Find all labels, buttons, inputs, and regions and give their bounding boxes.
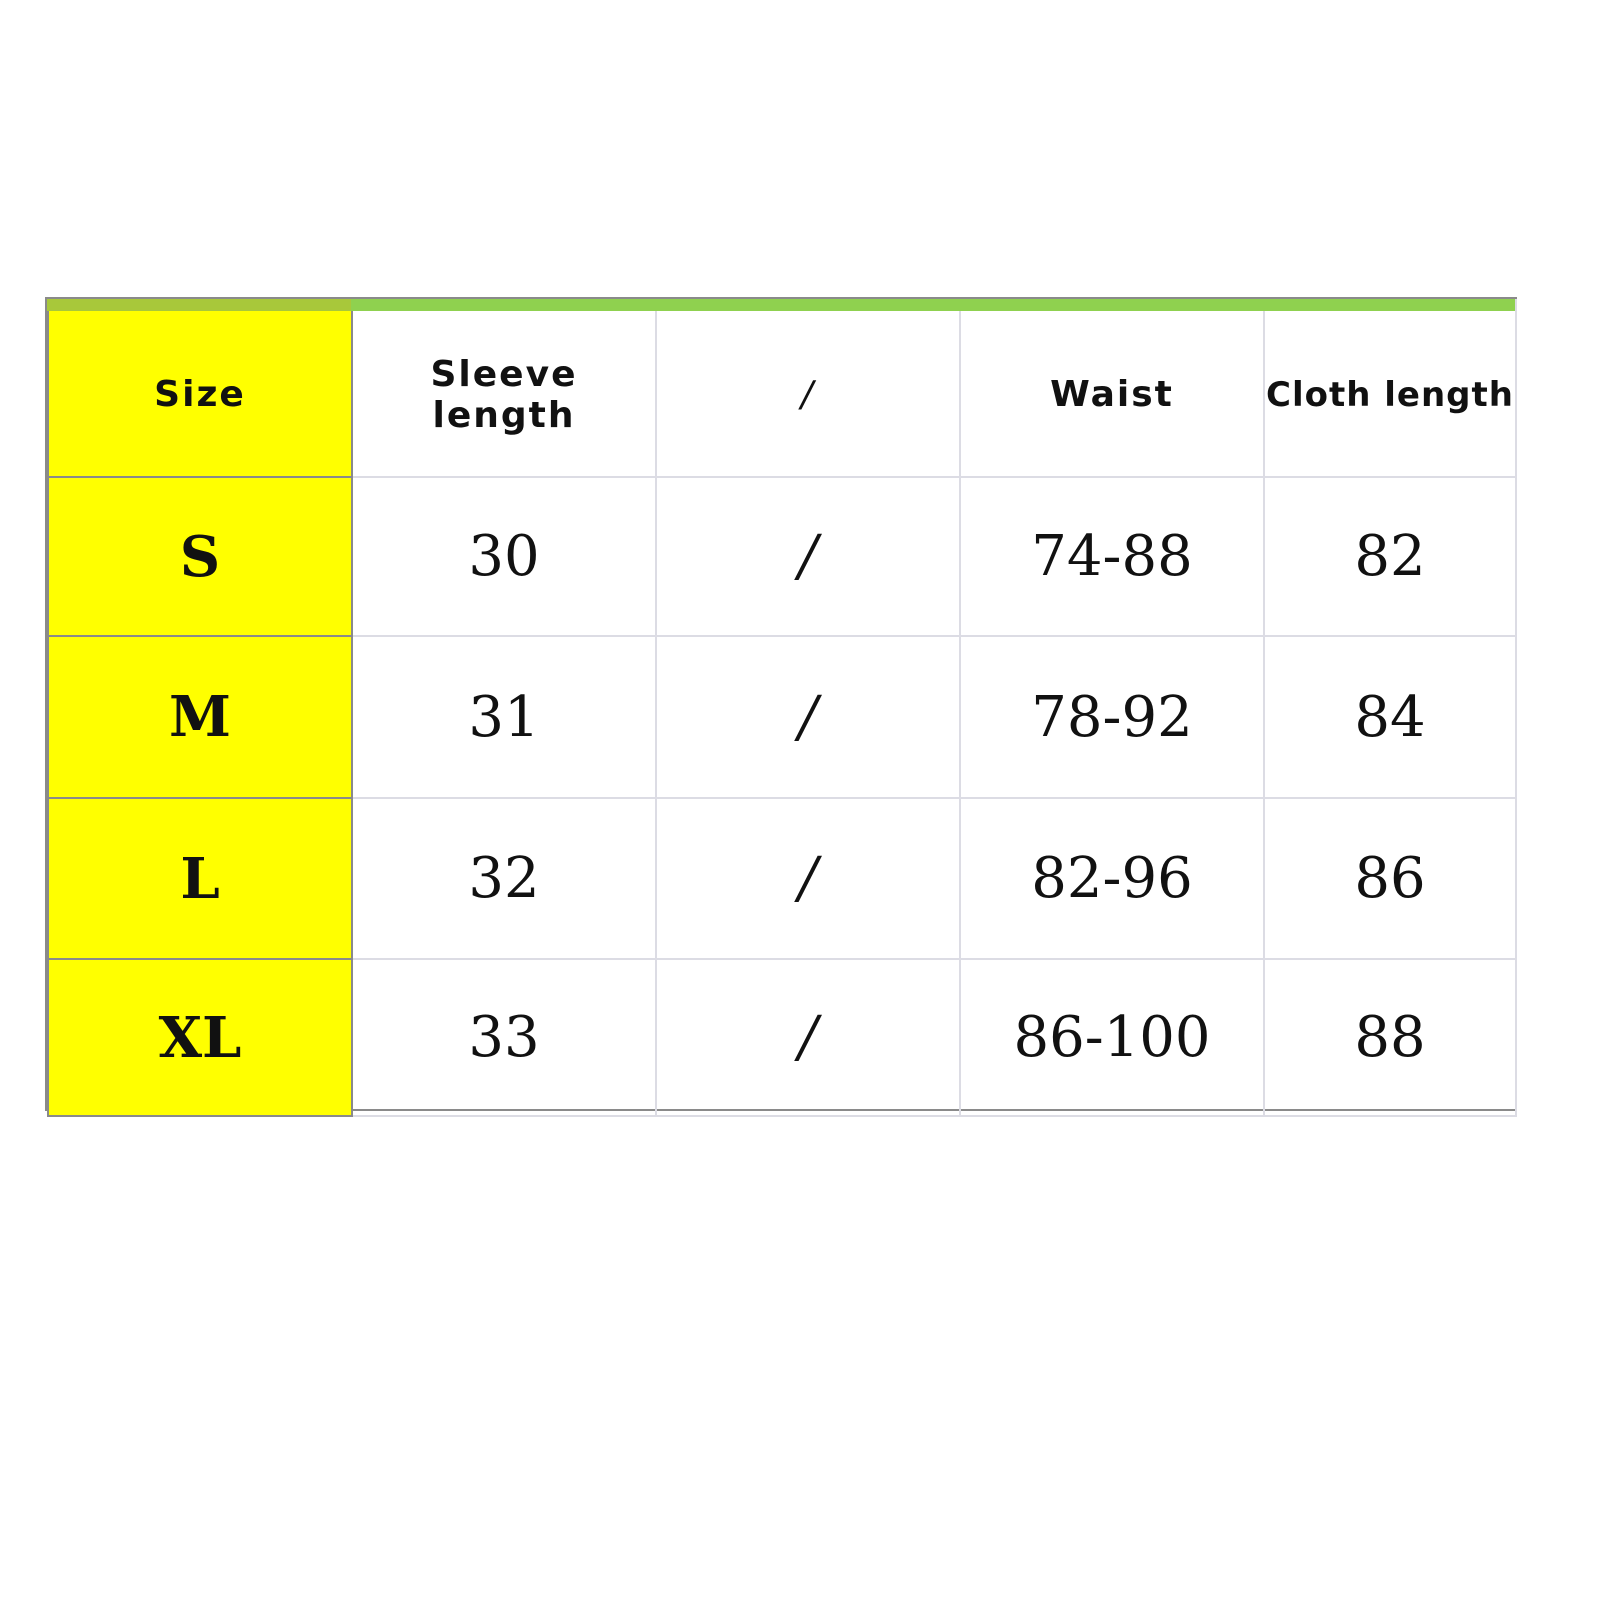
cloth-length-cell: 82 [1263,476,1517,637]
table-row: XL 33 / 86-100 88 [47,958,1517,1117]
header-sleeve-length: Sleeve length [351,299,657,478]
slash-cell: / [655,635,961,799]
slash-cell: / [655,797,961,960]
header-waist: Waist [959,299,1265,478]
slash-cell: / [655,476,961,637]
sleeve-cell: 31 [351,635,657,799]
header-accent-bar [351,299,1515,311]
header-cloth-length: Cloth length [1263,299,1517,478]
size-chart-table: Size Sleeve length / Waist Cloth length … [45,297,1517,1117]
header-accent-bar-left [47,299,351,311]
cloth-length-cell: 88 [1263,958,1517,1117]
size-table: Size Sleeve length / Waist Cloth length … [47,299,1517,1117]
size-cell: L [47,797,353,960]
cloth-length-cell: 84 [1263,635,1517,799]
cloth-length-cell: 86 [1263,797,1517,960]
header-size: Size [47,299,353,478]
size-cell: S [47,476,353,637]
waist-cell: 78-92 [959,635,1265,799]
waist-cell: 86-100 [959,958,1265,1117]
size-cell: XL [47,958,353,1117]
table-row: M 31 / 78-92 84 [47,635,1517,799]
sleeve-cell: 30 [351,476,657,637]
size-cell: M [47,635,353,799]
table-row: S 30 / 74-88 82 [47,476,1517,637]
header-row: Size Sleeve length / Waist Cloth length [47,299,1517,478]
slash-cell: / [655,958,961,1117]
waist-cell: 82-96 [959,797,1265,960]
table-row: L 32 / 82-96 86 [47,797,1517,960]
sleeve-cell: 32 [351,797,657,960]
waist-cell: 74-88 [959,476,1265,637]
sleeve-cell: 33 [351,958,657,1117]
header-slash: / [655,299,961,478]
